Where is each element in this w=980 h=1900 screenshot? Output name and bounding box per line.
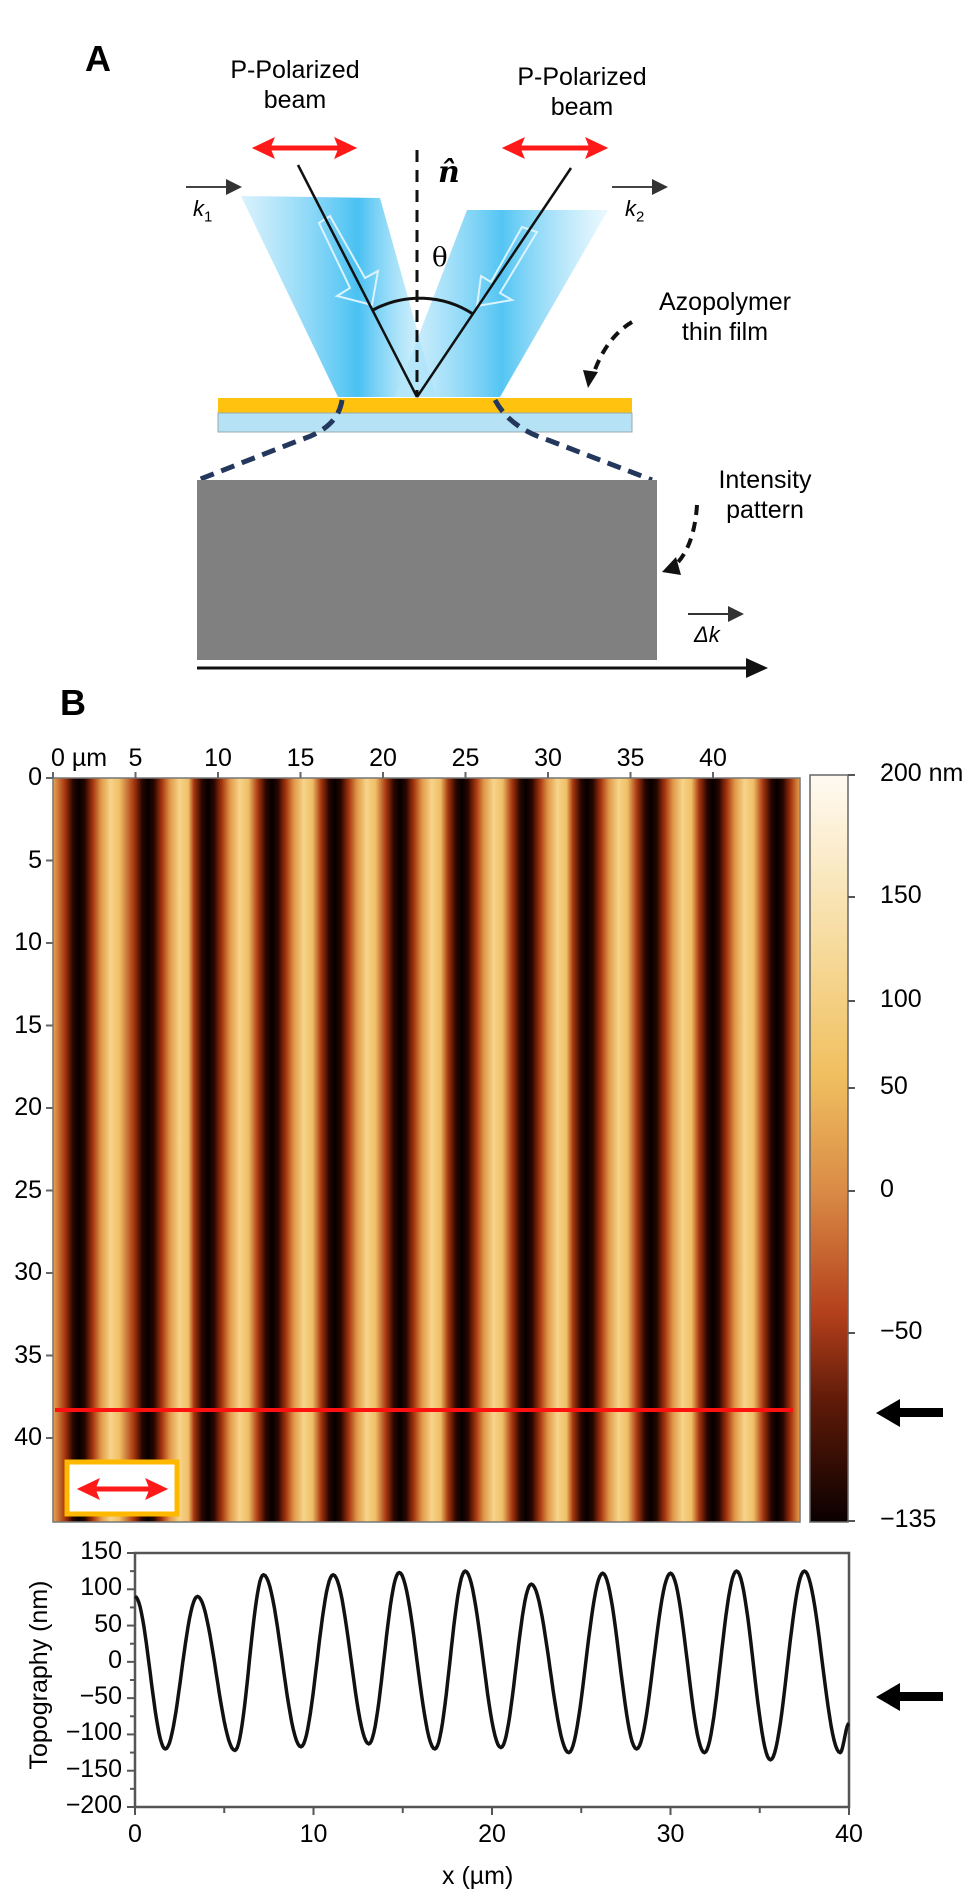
theta-label: θ	[432, 243, 448, 273]
k2-label: k2	[625, 196, 645, 226]
map-y-tick: 20	[14, 1093, 42, 1121]
left-beam-label: P-Polarized beam	[230, 56, 360, 114]
map-y-tick: 5	[28, 845, 42, 874]
map-y-tick: 40	[14, 1423, 42, 1451]
plot-x-tick: 40	[835, 1820, 863, 1848]
map-y-tick: 30	[14, 1258, 42, 1286]
plot-x-tick: 30	[656, 1820, 685, 1848]
colorbar-tick: −50	[880, 1317, 923, 1345]
plot-y-tick: −100	[65, 1718, 122, 1747]
k1-label: k1	[193, 196, 213, 226]
x-axis-label: x (µm)	[442, 1862, 514, 1890]
map-x-tick: 25	[451, 744, 480, 772]
colorbar-tick: 200 nm	[880, 759, 964, 787]
colorbar-tick: 100	[880, 985, 922, 1013]
inset-polarization-arrow-icon	[76, 1477, 169, 1501]
map-x-tick: 10	[204, 744, 232, 772]
afm-height-map	[52, 777, 801, 1523]
colorbar-tick: 0	[880, 1175, 894, 1203]
angle-arc	[372, 296, 474, 316]
map-y-tick: 25	[14, 1175, 42, 1204]
intensity-fringe-pattern	[197, 480, 657, 660]
normal-vector-label: n̂	[438, 155, 460, 190]
axis-arrow-icon	[746, 658, 768, 678]
panel-a-label: A	[85, 38, 111, 79]
map-y-tick: 0	[28, 763, 42, 791]
right-polarization-arrow-icon	[501, 136, 609, 160]
colorbar-tick: 50	[880, 1072, 908, 1100]
map-y-tick: 15	[14, 1010, 42, 1039]
profile-plot-frame	[133, 1551, 851, 1809]
colorbar-tick: 150	[880, 881, 922, 909]
plot-y-tick: 50	[94, 1609, 122, 1638]
azopolymer-film	[218, 398, 632, 413]
map-x-tick: 35	[616, 744, 645, 772]
map-x-tick: 30	[534, 744, 562, 772]
map-y-tick: 10	[14, 928, 42, 956]
profile-arrow-icon	[876, 1683, 943, 1711]
plot-y-tick: 150	[80, 1537, 122, 1565]
map-x-tick: 20	[369, 744, 397, 772]
film-label: Azopolymer thin film	[659, 288, 791, 346]
plot-y-tick: −50	[79, 1682, 122, 1711]
left-polarization-arrow-icon	[251, 136, 358, 160]
plot-y-tick: −150	[65, 1754, 122, 1783]
map-x-tick: 15	[286, 744, 315, 772]
plot-x-tick: 0	[128, 1820, 142, 1848]
right-beam-label: P-Polarized beam	[517, 63, 647, 121]
map-row-arrow-icon	[876, 1399, 943, 1427]
hollow-arrow-icons	[317, 214, 539, 308]
y-axis-label: Topography (nm)	[25, 1580, 53, 1770]
map-x-tick: 40	[699, 744, 727, 772]
map-x-tick: 5	[128, 744, 143, 772]
polarization-inset	[64, 1459, 180, 1517]
colorbar-tick: −135	[880, 1505, 937, 1533]
plot-x-tick: 10	[299, 1820, 328, 1848]
map-x-unit-label: 0 µm	[51, 744, 108, 772]
colorbar	[809, 774, 849, 1523]
plot-y-tick: 100	[80, 1573, 122, 1602]
intensity-pattern-label: Intensity pattern	[718, 466, 812, 524]
delta-k-label: Δk	[694, 622, 720, 647]
plot-x-tick: 20	[478, 1820, 506, 1848]
map-y-tick: 35	[14, 1340, 42, 1369]
right-beam	[395, 210, 608, 397]
panel-a-diagram	[186, 136, 768, 678]
plot-y-tick: −200	[65, 1791, 122, 1819]
plot-y-tick: 0	[108, 1645, 122, 1674]
topography-curve	[134, 1569, 850, 1762]
substrate	[217, 412, 633, 433]
panel-b-label: B	[60, 682, 86, 723]
